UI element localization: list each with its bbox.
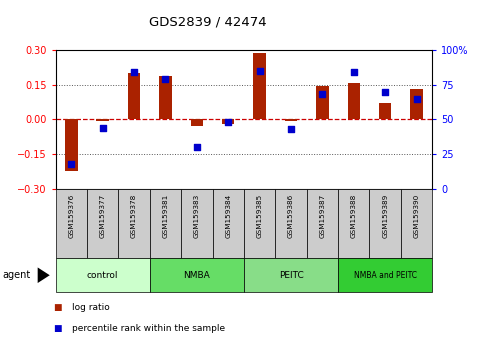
Point — [350, 69, 357, 75]
Bar — [87, 189, 118, 258]
Text: GSM159389: GSM159389 — [382, 194, 388, 239]
Bar — [369, 189, 401, 258]
Bar — [285, 120, 298, 121]
Point — [256, 68, 264, 73]
Point — [382, 89, 389, 95]
Text: GSM159386: GSM159386 — [288, 194, 294, 239]
Text: GSM159383: GSM159383 — [194, 194, 200, 239]
Bar — [150, 258, 244, 292]
Bar — [56, 258, 150, 292]
Text: GSM159378: GSM159378 — [131, 194, 137, 239]
Text: GSM159384: GSM159384 — [225, 194, 231, 239]
Point — [99, 125, 107, 131]
Bar — [401, 189, 432, 258]
Point — [161, 76, 170, 82]
Bar — [159, 76, 172, 120]
Bar — [307, 189, 338, 258]
Text: percentile rank within the sample: percentile rank within the sample — [72, 324, 226, 333]
Text: log ratio: log ratio — [72, 303, 110, 312]
Point — [68, 161, 75, 167]
Text: GSM159388: GSM159388 — [351, 194, 357, 239]
Text: agent: agent — [2, 270, 30, 280]
Bar — [411, 89, 423, 120]
Bar — [65, 120, 78, 171]
Text: PEITC: PEITC — [279, 271, 303, 280]
Bar — [213, 189, 244, 258]
Bar — [244, 189, 275, 258]
Bar — [97, 120, 109, 121]
Point — [319, 91, 327, 97]
Text: GSM159387: GSM159387 — [319, 194, 326, 239]
Bar — [181, 189, 213, 258]
Bar — [190, 120, 203, 126]
Bar — [56, 189, 87, 258]
Point — [130, 69, 138, 75]
Bar — [118, 189, 150, 258]
Bar — [338, 258, 432, 292]
Text: GSM159376: GSM159376 — [68, 194, 74, 239]
Point — [224, 119, 232, 125]
Text: ■: ■ — [53, 324, 62, 333]
Bar — [338, 189, 369, 258]
Text: control: control — [87, 271, 118, 280]
Bar — [244, 258, 338, 292]
Bar — [222, 120, 235, 124]
Text: NMBA: NMBA — [184, 271, 210, 280]
Bar — [379, 103, 391, 120]
Point — [287, 126, 295, 132]
Text: GDS2839 / 42474: GDS2839 / 42474 — [149, 16, 267, 29]
Point — [412, 96, 420, 101]
Text: GSM159390: GSM159390 — [413, 194, 420, 239]
Point — [193, 144, 201, 150]
Text: GSM159377: GSM159377 — [99, 194, 106, 239]
Bar — [150, 189, 181, 258]
Text: ■: ■ — [53, 303, 62, 312]
Text: GSM159385: GSM159385 — [256, 194, 263, 239]
Text: NMBA and PEITC: NMBA and PEITC — [354, 271, 417, 280]
Bar — [253, 53, 266, 120]
Bar — [316, 86, 329, 120]
Text: GSM159381: GSM159381 — [162, 194, 169, 239]
Bar — [275, 189, 307, 258]
Bar — [348, 83, 360, 120]
Bar — [128, 73, 141, 120]
